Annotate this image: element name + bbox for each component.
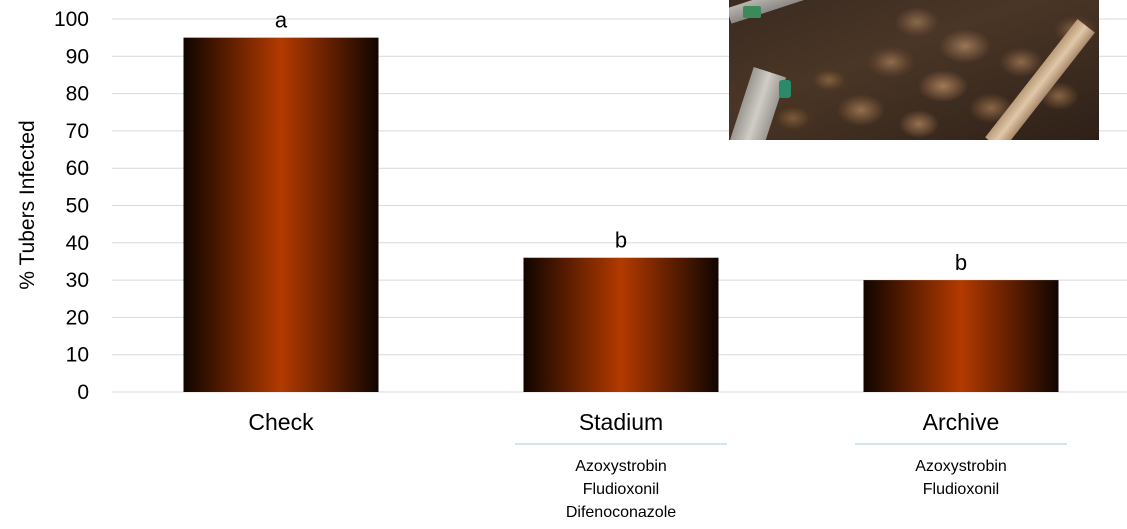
bars: a b b: [183, 8, 1059, 393]
significance-letter: b: [615, 228, 627, 253]
significance-letter: b: [955, 250, 967, 275]
x-category-label: Archive: [923, 409, 1000, 435]
y-tick-label: 70: [66, 120, 89, 143]
y-tick-label: 60: [66, 157, 89, 180]
ingredient-list: Azoxystrobin Fludioxonil Difenoconazole: [511, 455, 731, 524]
inset-photo: [729, 0, 1099, 140]
ingredient-name: Azoxystrobin: [575, 458, 667, 475]
y-axis-ticks: 0 10 20 30 40 50 60 70 80 90 100: [54, 8, 89, 404]
ingredient-name: Fludioxonil: [582, 481, 660, 498]
y-tick-label: 50: [66, 195, 89, 218]
ingredient-divider: [855, 443, 1067, 445]
y-tick-label: 20: [66, 306, 89, 329]
y-tick-label: 10: [66, 344, 89, 367]
y-tick-label: 80: [66, 83, 89, 106]
x-category-label: Check: [248, 409, 314, 435]
y-tick-label: 40: [66, 232, 89, 255]
ingredient-list: Azoxystrobin Fludioxonil: [851, 455, 1071, 501]
significance-letter: a: [275, 8, 288, 33]
bar-stadium: [523, 257, 719, 392]
x-axis-categories: Check Stadium Archive: [248, 409, 999, 435]
y-axis-label: % Tubers Infected: [16, 120, 39, 289]
ingredient-divider: [515, 443, 727, 445]
bar-archive: [863, 280, 1059, 392]
y-tick-label: 0: [77, 381, 89, 404]
ingredient-name: Azoxystrobin: [915, 458, 1007, 475]
ingredient-name: Difenoconazole: [565, 504, 677, 521]
y-tick-label: 90: [66, 45, 89, 68]
y-tick-label: 100: [54, 8, 89, 31]
bar-check: [183, 37, 379, 393]
y-tick-label: 30: [66, 269, 89, 292]
x-category-label: Stadium: [579, 409, 663, 435]
ingredient-name: Fludioxonil: [922, 481, 1000, 498]
